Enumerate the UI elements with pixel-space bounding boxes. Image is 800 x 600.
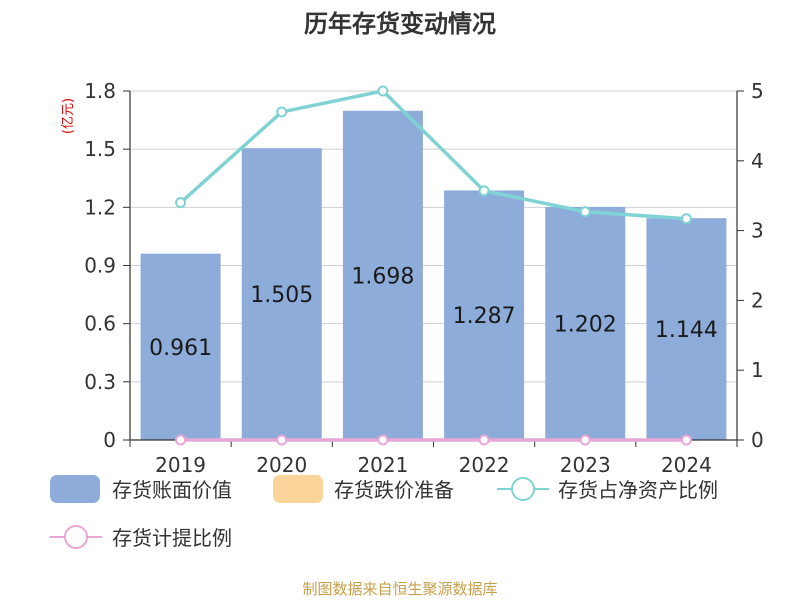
line-point: [175, 434, 187, 446]
x-tick-label: 2020: [256, 453, 307, 477]
bar-2020: [241, 148, 322, 441]
legend-label: 存货账面价值: [112, 478, 232, 502]
bar-value-label: 1.698: [351, 264, 414, 289]
line-point: [579, 434, 591, 446]
bar-value-label: 1.287: [453, 304, 516, 329]
x-tick-label: 2024: [661, 453, 712, 477]
line-point: [680, 213, 692, 225]
right-tick-label: 1: [751, 358, 764, 382]
right-tick-label: 2: [751, 288, 764, 312]
right-tick-label: 4: [751, 149, 764, 173]
y-axis-unit-label: (亿元): [61, 98, 76, 134]
left-tick-label: 1.8: [84, 79, 116, 103]
line-point: [579, 206, 591, 218]
bar-2022: [444, 190, 525, 440]
x-tick-label: 2021: [357, 453, 408, 477]
line-series-2: [179, 89, 687, 221]
bar-value-label: 1.505: [250, 283, 313, 308]
bar-value-label: 0.961: [149, 336, 212, 361]
x-tick-label: 2023: [560, 453, 611, 477]
chart-title: 历年存货变动情况: [304, 10, 496, 38]
line-point: [478, 185, 490, 197]
legend-marker-2: [511, 477, 535, 501]
line-point: [478, 434, 490, 446]
left-tick-label: 0.9: [84, 254, 116, 278]
left-tick-label: 0.3: [84, 370, 116, 394]
line-point: [276, 106, 288, 118]
bar-2024: [646, 218, 727, 440]
left-tick-label: 1.2: [84, 195, 116, 219]
legend-label: 存货占净资产比例: [558, 478, 718, 502]
bar-2021: [342, 110, 423, 440]
line-point: [175, 197, 187, 209]
x-tick-label: 2019: [155, 453, 206, 477]
left-tick-label: 0.6: [84, 312, 116, 336]
legend-label: 存货跌价准备: [334, 478, 454, 502]
line-point: [276, 434, 288, 446]
right-tick-label: 0: [751, 428, 764, 452]
right-tick-label: 3: [751, 219, 764, 243]
legend-swatch-0: [50, 475, 100, 503]
line-point: [680, 434, 692, 446]
legend-marker-3: [64, 525, 88, 549]
line-point: [377, 85, 389, 97]
bar-2019: [140, 253, 221, 440]
legend-label: 存货计提比例: [112, 526, 232, 550]
bar-2023: [545, 206, 626, 440]
bar-value-label: 1.202: [554, 312, 617, 337]
bar-value-label: 1.144: [655, 318, 718, 343]
source-note: 制图数据来自恒生聚源数据库: [302, 580, 497, 598]
left-tick-label: 0: [103, 428, 116, 452]
line-point: [377, 434, 389, 446]
legend-swatch-1: [273, 475, 323, 503]
left-tick-label: 1.5: [84, 137, 116, 161]
right-tick-label: 5: [751, 79, 764, 103]
x-tick-label: 2022: [459, 453, 510, 477]
